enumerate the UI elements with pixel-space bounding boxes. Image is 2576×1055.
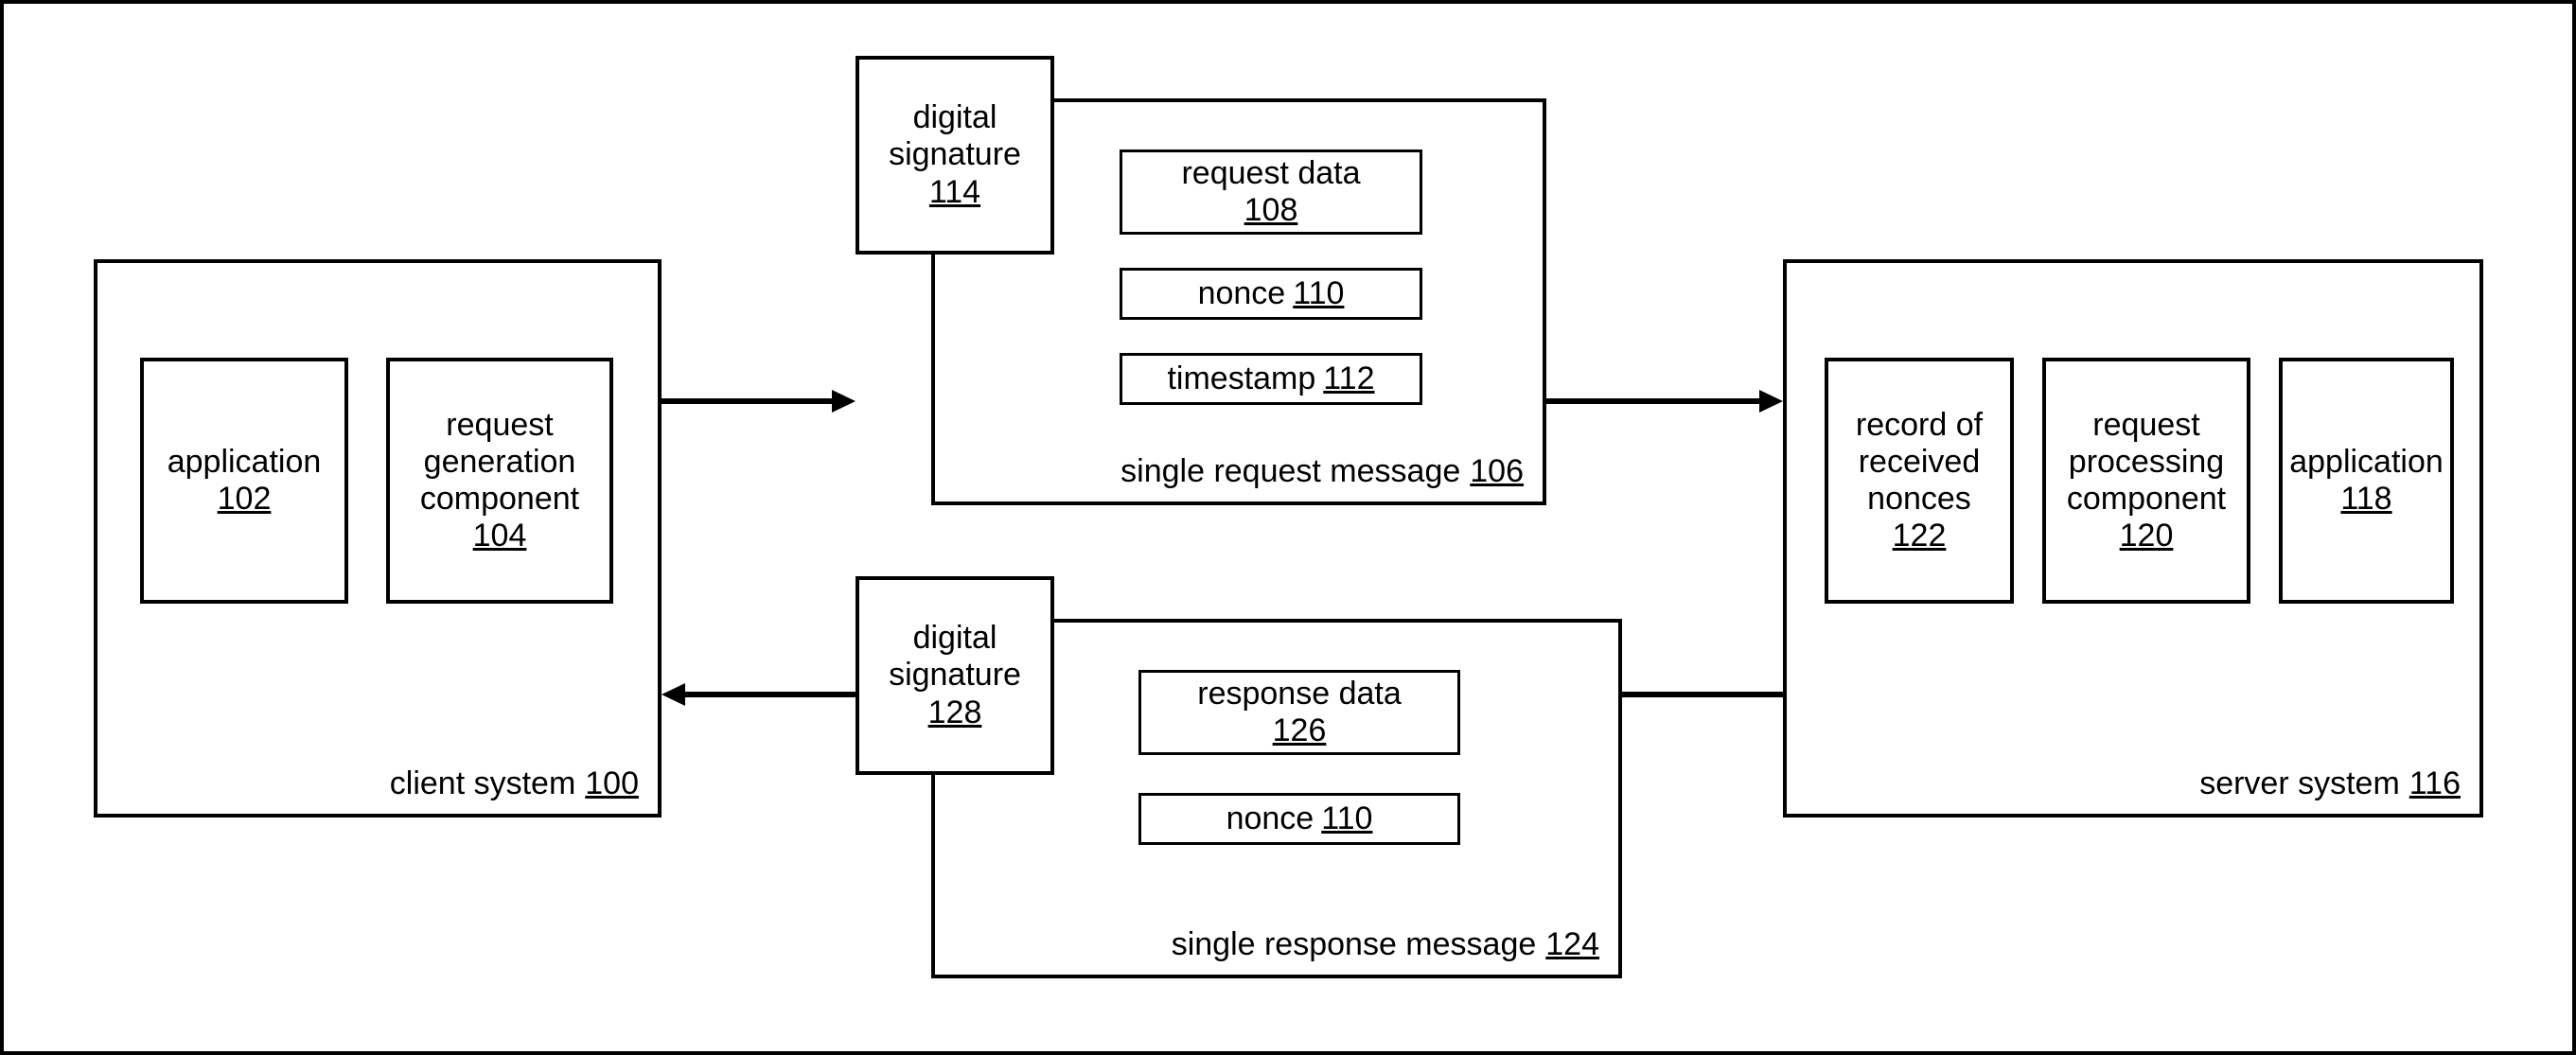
- server-system-caption-ref: 116: [2409, 765, 2461, 802]
- arrow-request-to-server: [1546, 382, 1788, 420]
- server-record-label: record of received nonces: [1836, 407, 2003, 518]
- request-signature-label: digital signature: [867, 99, 1043, 173]
- diagram-canvas: application 102 request generation compo…: [0, 0, 2576, 1055]
- response-signature-label: digital signature: [867, 620, 1043, 694]
- response-signature-ref: 128: [928, 695, 982, 731]
- arrow-client-to-request: [662, 382, 860, 420]
- response-data-ref: 126: [1273, 712, 1327, 749]
- response-message-caption-text: single response message: [1172, 926, 1537, 963]
- request-generation-box: request generation component 104: [386, 358, 613, 604]
- response-message-caption: single response message 124: [1172, 926, 1599, 963]
- request-data-label: request data: [1181, 155, 1360, 192]
- response-signature-box: digital signature 128: [856, 576, 1054, 775]
- client-application-ref: 102: [218, 481, 272, 518]
- response-nonce-box: nonce 110: [1138, 793, 1460, 845]
- client-system-box: application 102 request generation compo…: [94, 259, 662, 818]
- request-message-caption: single request message 106: [1120, 453, 1524, 490]
- request-data-ref: 108: [1244, 192, 1298, 229]
- response-nonce-ref: 110: [1321, 800, 1372, 837]
- request-timestamp-box: timestamp 112: [1120, 353, 1422, 405]
- server-system-box: record of received nonces 122 request pr…: [1783, 259, 2483, 818]
- request-message-caption-text: single request message: [1120, 453, 1460, 490]
- server-record-box: record of received nonces 122: [1825, 358, 2014, 604]
- request-generation-ref: 104: [473, 518, 527, 554]
- request-signature-ref: 114: [929, 174, 980, 211]
- arrow-response-to-client: [662, 676, 860, 713]
- client-system-caption: client system 100: [390, 765, 639, 802]
- request-nonce-label: nonce: [1198, 275, 1286, 312]
- response-data-label: response data: [1197, 676, 1402, 712]
- server-proc-ref: 120: [2120, 518, 2174, 554]
- server-application-ref: 118: [2340, 481, 2391, 518]
- response-data-box: response data 126: [1138, 670, 1460, 755]
- request-nonce-box: nonce 110: [1120, 268, 1422, 320]
- client-system-caption-ref: 100: [585, 765, 639, 802]
- response-message-caption-ref: 124: [1545, 926, 1599, 963]
- request-data-box: request data 108: [1120, 149, 1422, 235]
- request-timestamp-label: timestamp: [1167, 360, 1315, 397]
- server-application-label: application: [2289, 444, 2444, 481]
- server-system-caption-text: server system: [2199, 765, 2400, 802]
- server-proc-label: request processing component: [2054, 407, 2239, 518]
- request-generation-label: request generation component: [397, 407, 602, 518]
- request-timestamp-ref: 112: [1323, 360, 1374, 397]
- server-system-caption: server system 116: [2199, 765, 2461, 802]
- request-nonce-ref: 110: [1293, 275, 1344, 312]
- server-application-box: application 118: [2279, 358, 2454, 604]
- server-proc-box: request processing component 120: [2042, 358, 2250, 604]
- client-application-box: application 102: [140, 358, 348, 604]
- request-signature-box: digital signature 114: [856, 56, 1054, 255]
- server-record-ref: 122: [1893, 518, 1947, 554]
- response-nonce-label: nonce: [1226, 800, 1314, 837]
- request-message-caption-ref: 106: [1470, 453, 1524, 490]
- client-application-label: application: [168, 444, 322, 481]
- client-system-caption-text: client system: [390, 765, 576, 802]
- arrow-server-to-response: [1622, 676, 1788, 713]
